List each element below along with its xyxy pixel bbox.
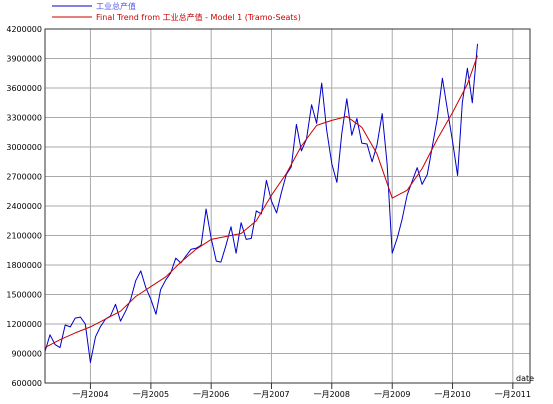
x-tick-label: 一月2007 xyxy=(253,390,289,399)
y-tick-label: 2100000 xyxy=(6,232,42,241)
x-tick-label: 一月2008 xyxy=(314,390,350,399)
series-group xyxy=(44,43,478,363)
y-tick-label: 3900000 xyxy=(6,55,42,64)
grid xyxy=(45,28,530,384)
series-line-0 xyxy=(44,43,478,363)
x-tick-label: 一月2005 xyxy=(133,390,169,399)
y-tick-label: 600000 xyxy=(11,379,42,388)
y-axis: 600000 900000 1200000 1500000 1800000 2100000… xyxy=(6,25,42,388)
y-tick-label: 2700000 xyxy=(6,173,42,182)
x-tick-label: 一月2006 xyxy=(193,390,229,399)
y-tick-label: 1800000 xyxy=(6,261,42,270)
legend-label-0: 工业总产值 xyxy=(96,1,136,11)
y-tick-label: 3600000 xyxy=(6,84,42,93)
plot-area xyxy=(44,28,531,384)
y-tick-label: 1200000 xyxy=(6,320,42,329)
y-tick-label: 1500000 xyxy=(6,291,42,300)
legend-label-1: Final Trend from 工业总产值 - Model 1 (Tramo-… xyxy=(96,12,301,22)
x-tick-label: 一月2009 xyxy=(374,390,410,399)
x-tick-label: 一月2004 xyxy=(72,390,108,399)
legend: 工业总产值 Final Trend from 工业总产值 - Model 1 (… xyxy=(52,1,301,22)
y-tick-label: 3000000 xyxy=(6,143,42,152)
x-axis-label: date xyxy=(516,374,534,383)
y-tick-label: 4200000 xyxy=(6,25,42,34)
x-tick-label: 一月2010 xyxy=(434,390,470,399)
series-line-1 xyxy=(44,55,478,349)
y-tick-label: 3300000 xyxy=(6,114,42,123)
x-axis: 一月2004 一月2005 一月2006 一月2007 一月2008 一月2009 一月20… xyxy=(72,383,531,399)
x-tick-label: 一月2011 xyxy=(495,390,531,399)
y-tick-label: 2400000 xyxy=(6,202,42,211)
y-tick-label: 900000 xyxy=(11,350,42,359)
